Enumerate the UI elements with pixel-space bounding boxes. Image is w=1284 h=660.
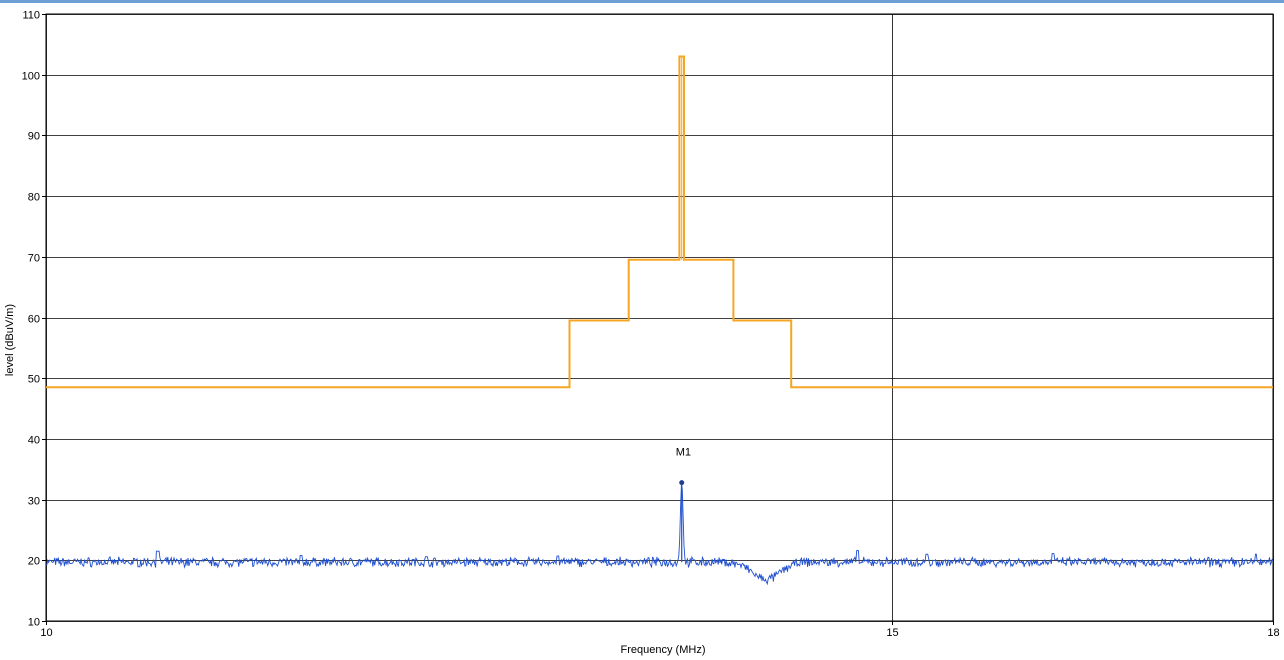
grid-lines bbox=[42, 13, 1274, 625]
x-tick-label: 18 bbox=[1267, 627, 1279, 639]
y-tick-label: 80 bbox=[28, 192, 40, 204]
y-tick-label: 50 bbox=[28, 374, 40, 386]
y-tick-label: 100 bbox=[22, 71, 40, 83]
plot-frame bbox=[45, 13, 1274, 622]
series-layer bbox=[45, 55, 1274, 586]
y-tick-label: 40 bbox=[28, 435, 40, 447]
x-axis-label: Frequency (MHz) bbox=[621, 644, 706, 656]
window-top-border bbox=[0, 0, 1284, 3]
limit-line bbox=[46, 55, 1273, 389]
measurement-trace bbox=[45, 484, 1274, 586]
marker-layer: M1 bbox=[676, 447, 691, 486]
y-tick-label: 10 bbox=[28, 617, 40, 629]
y-tick-labels: 10 20 30 40 50 60 70 80 90 100 110 bbox=[22, 10, 40, 629]
y-tick-label: 110 bbox=[22, 10, 40, 22]
y-axis-label: level (dBuV/m) bbox=[4, 304, 16, 376]
marker-point bbox=[679, 480, 685, 486]
y-tick-label: 20 bbox=[28, 556, 40, 568]
x-tick-labels: 10 15 18 bbox=[40, 627, 1279, 639]
y-tick-label: 30 bbox=[28, 496, 40, 508]
y-tick-label: 90 bbox=[28, 131, 40, 143]
marker-label: M1 bbox=[676, 447, 691, 459]
y-tick-label: 70 bbox=[28, 253, 40, 265]
x-tick-label: 10 bbox=[40, 627, 52, 639]
y-tick-label: 60 bbox=[28, 314, 40, 326]
x-tick-label: 15 bbox=[886, 627, 898, 639]
